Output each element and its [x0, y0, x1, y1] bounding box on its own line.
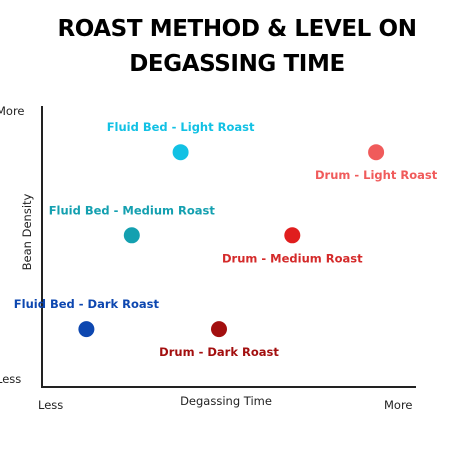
point-label-drum-medium-roast: Drum - Medium Roast — [222, 251, 363, 265]
data-points: Fluid Bed - Light Roast Drum - Light Roas… — [14, 120, 438, 359]
point-drum-light-roast — [368, 144, 385, 161]
point-label-fluid-bed-dark-roast: Fluid Bed - Dark Roast — [14, 297, 160, 311]
x-axis-max-label: More — [384, 398, 413, 412]
point-fluid-bed-light-roast — [172, 144, 189, 161]
y-axis-title: Bean Density — [20, 193, 34, 270]
y-axis-max-label: More — [0, 104, 25, 118]
point-label-fluid-bed-light-roast: Fluid Bed - Light Roast — [107, 120, 255, 134]
x-axis-min-label: Less — [38, 398, 63, 412]
chart-title-line-2: DEGASSING TIME — [129, 51, 345, 77]
point-fluid-bed-medium-roast — [123, 227, 140, 244]
y-axis-min-label: Less — [0, 372, 21, 386]
point-label-drum-light-roast: Drum - Light Roast — [315, 168, 438, 182]
chart-title-line-1: ROAST METHOD & LEVEL ON — [57, 16, 417, 42]
x-axis-title: Degassing Time — [180, 394, 272, 408]
point-fluid-bed-dark-roast — [78, 321, 95, 338]
point-drum-medium-roast — [284, 227, 301, 244]
point-label-fluid-bed-medium-roast: Fluid Bed - Medium Roast — [49, 203, 216, 217]
point-label-drum-dark-roast: Drum - Dark Roast — [159, 345, 279, 359]
point-drum-dark-roast — [211, 321, 227, 338]
